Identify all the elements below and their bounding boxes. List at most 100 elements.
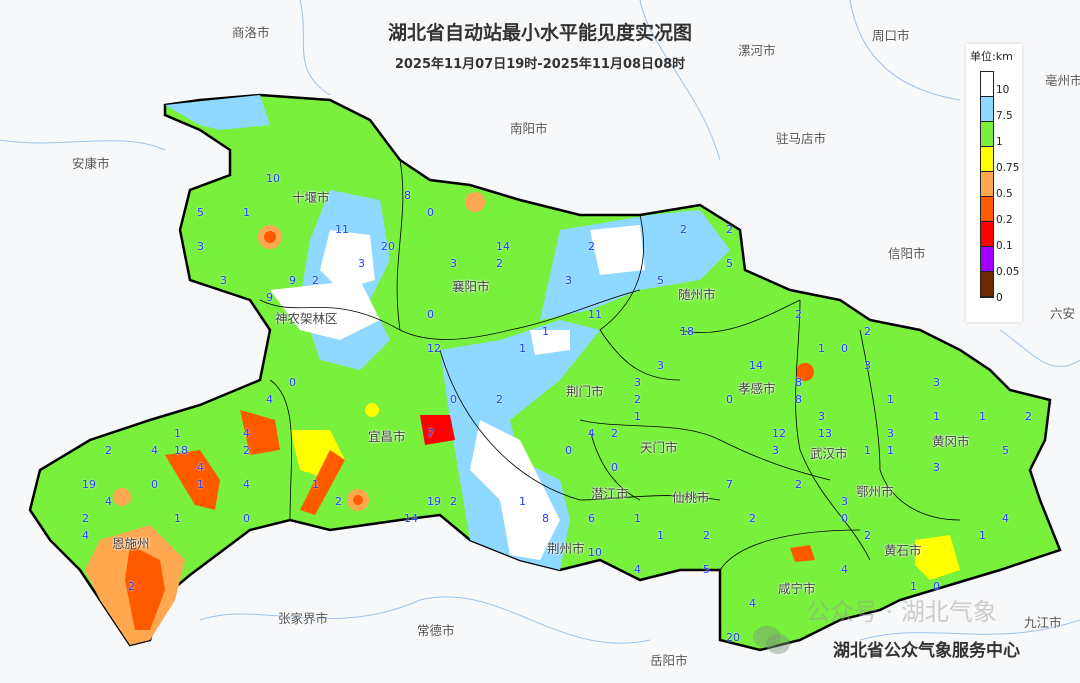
station-value: 9: [266, 291, 273, 304]
neighbor-city-label: 驻马店市: [776, 131, 827, 146]
station-value: 18: [680, 325, 694, 338]
province-borders: [0, 0, 1080, 644]
station-value: 3: [772, 444, 779, 457]
station-value: 4: [105, 495, 112, 508]
legend-label: 0: [996, 292, 1003, 304]
station-value: 5: [197, 206, 204, 219]
station-value: 1: [197, 478, 204, 491]
city-label: 孝感市: [738, 381, 776, 396]
neighbor-city-label: 常德市: [417, 623, 455, 638]
station-value: 1: [174, 512, 181, 525]
station-value: 9: [289, 274, 296, 287]
station-value: 12: [772, 427, 786, 440]
neighbor-city-label: 张家界市: [278, 611, 329, 626]
station-value: 18: [174, 444, 188, 457]
station-value: 1: [933, 410, 940, 423]
legend-colorbar: [980, 71, 994, 298]
station-value: 3: [565, 274, 572, 287]
station-value: 5: [703, 563, 710, 576]
neighbor-city-label: 安康市: [72, 156, 110, 171]
legend-swatch: [981, 197, 993, 222]
station-value: 19: [82, 478, 96, 491]
station-value: 14: [496, 240, 510, 253]
neighbor-city-label: 岳阳市: [650, 653, 688, 668]
legend-label: 0.1: [996, 240, 1013, 252]
station-value: 1: [818, 342, 825, 355]
station-value: 2: [335, 495, 342, 508]
station-value: 2: [795, 478, 802, 491]
city-label: 襄阳市: [452, 279, 490, 294]
station-value: 5: [1002, 444, 1009, 457]
visibility-patches: [85, 95, 960, 645]
station-value: 0: [450, 393, 457, 406]
legend-swatch: [981, 122, 993, 147]
station-value: 2: [795, 308, 802, 321]
city-label: 武汉市: [810, 446, 848, 461]
neighbor-city-label: 漯河市: [738, 43, 776, 58]
city-label: 宜昌市: [368, 429, 406, 444]
station-value: 2: [312, 274, 319, 287]
station-value: 20: [726, 631, 740, 644]
station-value: 3: [450, 257, 457, 270]
legend-label: 0.2: [996, 214, 1013, 226]
neighbor-city-label: 商洛市: [232, 25, 270, 40]
station-value: 7: [427, 427, 434, 440]
station-value: 1: [634, 410, 641, 423]
station-value: 11: [588, 308, 602, 321]
station-value: 2: [105, 444, 112, 457]
station-value: 4: [243, 478, 250, 491]
station-value: 4: [634, 563, 641, 576]
station-value: 3: [657, 359, 664, 372]
legend-label: 1: [996, 136, 1003, 148]
station-value: 1: [519, 342, 526, 355]
station-value: 2: [243, 444, 250, 457]
station-value: 1: [864, 444, 871, 457]
station-value: 20: [381, 240, 395, 253]
wechat-icon: [753, 626, 790, 654]
station-value: 1: [887, 393, 894, 406]
city-label: 荆门市: [566, 384, 604, 399]
station-value: 1: [243, 206, 250, 219]
station-value: 1: [519, 495, 526, 508]
station-value: 3: [197, 240, 204, 253]
legend: 单位:km 10 7.5 1 0.75 0.5 0.2 0.1 0.05 0: [966, 44, 1022, 322]
station-value: 0: [427, 206, 434, 219]
map-title: 湖北省自动站最小水平能见度实况图: [387, 22, 692, 44]
footer-source: 湖北省公众气象服务中心: [833, 641, 1020, 661]
station-value: 2: [726, 223, 733, 236]
station-value: 4: [266, 393, 273, 406]
station-value: 0: [841, 512, 848, 525]
station-value: 8: [795, 376, 802, 389]
station-value: 2: [634, 393, 641, 406]
station-value: 3: [864, 359, 871, 372]
neighbor-city-label: 信阳市: [888, 246, 926, 261]
station-value: 6: [588, 512, 595, 525]
station-value: 2: [82, 512, 89, 525]
station-value: 10: [588, 546, 602, 559]
station-value: 2: [864, 529, 871, 542]
legend-swatch: [981, 97, 993, 122]
station-value: 1: [634, 512, 641, 525]
station-value: 5: [726, 257, 733, 270]
station-value: 1: [887, 444, 894, 457]
city-label: 咸宁市: [778, 581, 816, 596]
legend-label: 0.5: [996, 188, 1013, 200]
legend-swatch: [981, 147, 993, 172]
legend-swatch: [981, 222, 993, 247]
station-value: 1: [910, 580, 917, 593]
prefecture-borders: [259, 159, 961, 571]
city-label: 鄂州市: [856, 484, 894, 499]
station-value: 2: [1025, 410, 1032, 423]
station-value: 3: [933, 376, 940, 389]
city-label: 荆州市: [547, 541, 585, 556]
station-value: 3: [358, 257, 365, 270]
station-value: 3: [818, 410, 825, 423]
station-value: 1: [174, 427, 181, 440]
legend-label: 10: [996, 84, 1010, 96]
station-value: 0: [289, 376, 296, 389]
legend-swatch: [981, 72, 993, 97]
station-value: 1: [979, 410, 986, 423]
station-value: 13: [818, 427, 832, 440]
